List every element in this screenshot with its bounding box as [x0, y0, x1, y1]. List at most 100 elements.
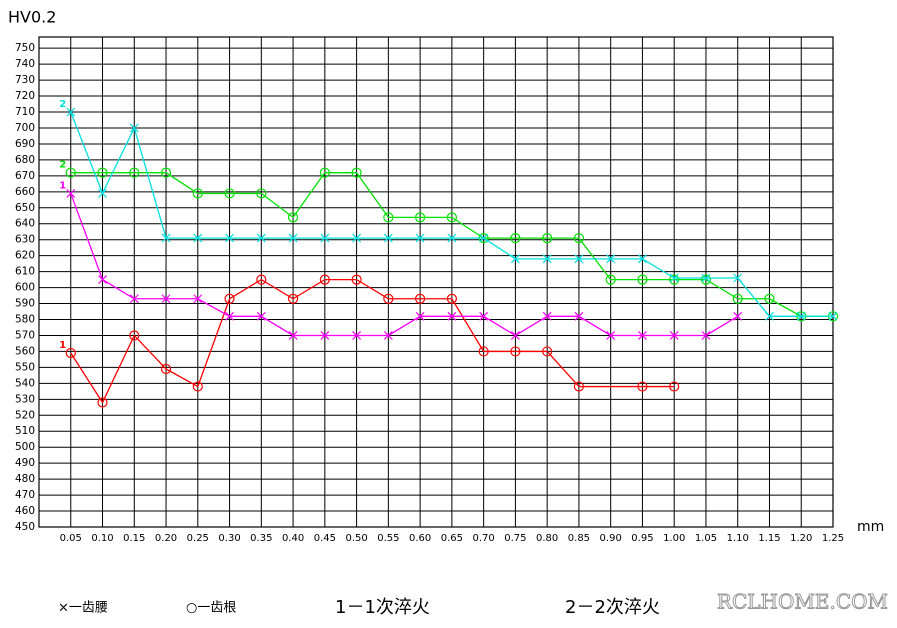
point-marker: [479, 311, 489, 321]
point-marker: [637, 274, 648, 285]
y-tick-label: 700: [15, 122, 35, 134]
point-marker: [479, 233, 489, 243]
point-marker: [193, 233, 203, 243]
y-tick-label: 650: [15, 202, 35, 214]
y-tick-label: 550: [15, 361, 35, 373]
point-marker: [383, 331, 393, 340]
y-tick-label: 520: [15, 409, 35, 421]
x-tick-label: 0.25: [187, 533, 209, 544]
point-marker: [256, 188, 267, 199]
x-tick-label: 0.45: [314, 533, 336, 544]
x-tick-label: 1.10: [727, 533, 749, 544]
x-tick-label: 0.20: [155, 533, 177, 544]
x-tick-label: 1.00: [663, 533, 685, 544]
x-tick-label: 0.35: [250, 533, 272, 544]
point-marker: [256, 233, 266, 243]
point-marker: [288, 233, 298, 243]
point-marker: [700, 274, 712, 285]
point-marker: [574, 311, 584, 321]
point-marker: [129, 167, 140, 178]
x-tick-label: 0.90: [600, 533, 622, 544]
point-marker: [733, 273, 743, 283]
y-tick-label: 450: [15, 521, 35, 533]
point-marker: [352, 233, 362, 243]
point-marker: [542, 254, 552, 264]
point-marker: [97, 167, 108, 178]
x-tick-label: 0.80: [536, 533, 558, 544]
point-marker: [606, 331, 616, 340]
point-marker: [510, 233, 521, 244]
x-tick-label: 0.30: [218, 533, 240, 544]
point-marker: [764, 293, 775, 304]
y-tick-label: 750: [15, 42, 35, 54]
y-tick-label: 490: [15, 457, 35, 469]
point-marker: [288, 331, 298, 340]
x-tick-label: 0.75: [504, 533, 526, 544]
point-marker: [66, 107, 76, 117]
point-marker: [65, 347, 76, 359]
x-tick-label: 0.65: [441, 533, 463, 544]
x-tick-label: 0.05: [60, 533, 82, 544]
y-tick-label: 740: [15, 58, 35, 70]
point-marker: [224, 293, 235, 304]
series-start-label: 1: [59, 180, 66, 191]
point-marker: [161, 233, 171, 243]
point-marker: [447, 311, 457, 321]
point-marker: [415, 233, 425, 243]
x-tick-label: 0.85: [568, 533, 590, 544]
point-marker: [733, 311, 743, 321]
point-marker: [129, 330, 140, 341]
point-marker: [669, 331, 679, 340]
point-marker: [351, 274, 362, 285]
point-marker: [225, 311, 234, 321]
point-marker: [446, 293, 457, 304]
point-marker: [224, 188, 235, 199]
y-tick-label: 730: [15, 74, 35, 86]
point-marker: [701, 331, 711, 340]
point-marker: [319, 167, 330, 178]
point-marker: [542, 233, 553, 244]
y-tick-label: 540: [15, 377, 35, 389]
y-tick-label: 630: [15, 234, 35, 246]
y-tick-label: 570: [15, 329, 35, 341]
legend-entry: 1－1次淬火: [335, 597, 430, 618]
y-tick-label: 660: [15, 186, 35, 198]
point-marker: [606, 254, 616, 264]
x-tick-label: 0.40: [282, 533, 304, 544]
y-tick-label: 580: [15, 314, 35, 326]
x-tick-label: 1.05: [695, 533, 717, 544]
x-tick-label: 1.25: [822, 533, 844, 544]
point-marker: [415, 311, 425, 321]
y-tick-label: 500: [15, 441, 35, 453]
point-marker: [447, 233, 457, 243]
point-marker: [192, 188, 203, 199]
legend-entry: 2－2次淬火: [565, 597, 660, 618]
x-tick-label: 0.15: [123, 533, 145, 544]
point-marker: [256, 311, 266, 321]
point-marker: [446, 212, 457, 223]
point-marker: [669, 273, 679, 283]
series-line: [70, 172, 833, 317]
series-start-label: 2: [59, 99, 66, 110]
point-marker: [732, 293, 743, 304]
point-marker: [573, 381, 585, 392]
point-marker: [256, 274, 267, 285]
point-marker: [510, 254, 520, 264]
x-tick-label: 1.15: [758, 533, 780, 544]
point-marker: [605, 274, 616, 285]
point-marker: [160, 363, 172, 375]
point-marker: [320, 331, 330, 340]
point-marker: [129, 123, 139, 133]
y-tick-label: 680: [15, 154, 35, 166]
point-marker: [160, 167, 172, 178]
point-marker: [542, 346, 553, 357]
point-marker: [161, 294, 171, 304]
x-tick-label: 0.95: [631, 533, 653, 544]
y-tick-label: 530: [15, 393, 35, 405]
series-start-label: 2: [59, 160, 66, 171]
y-tick-label: 620: [15, 250, 35, 262]
point-marker: [669, 381, 680, 392]
x-tick-label: 0.70: [473, 533, 495, 544]
point-marker: [415, 212, 426, 223]
